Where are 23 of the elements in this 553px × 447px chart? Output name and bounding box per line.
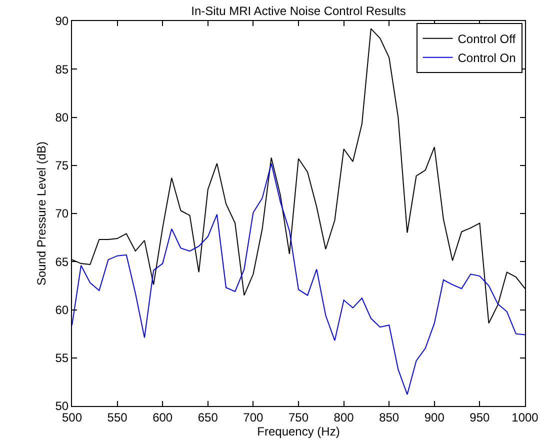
y-axis-title: Sound Pressure Level (dB) (34, 141, 49, 286)
x-tick-label: 650 (198, 410, 218, 424)
chart-title: In-Situ MRI Active Noise Control Results (191, 4, 406, 18)
x-tick-label: 900 (424, 410, 445, 424)
x-tick-label: 550 (107, 410, 128, 424)
y-tick-label: 85 (55, 62, 69, 76)
legend-label: Control Off (458, 32, 516, 46)
y-tick-label: 80 (55, 110, 69, 124)
y-tick-label: 55 (55, 351, 69, 366)
y-tick-label: 65 (55, 254, 69, 269)
x-axis-title: Frequency (Hz) (257, 424, 340, 438)
x-tick-label: 800 (334, 410, 354, 424)
legend-label: Control On (458, 51, 516, 66)
x-tick-label: 850 (379, 410, 400, 424)
y-tick-label: 75 (55, 158, 69, 173)
y-tick-label: 60 (55, 302, 69, 317)
x-tick-label: 600 (152, 410, 173, 424)
x-tick-label: 700 (243, 410, 264, 424)
x-tick-label: 750 (288, 410, 309, 424)
x-tick-label: 1000 (512, 410, 539, 424)
y-tick-label: 70 (55, 206, 69, 221)
y-tick-label: 90 (55, 14, 69, 28)
x-tick-label: 950 (470, 410, 490, 424)
